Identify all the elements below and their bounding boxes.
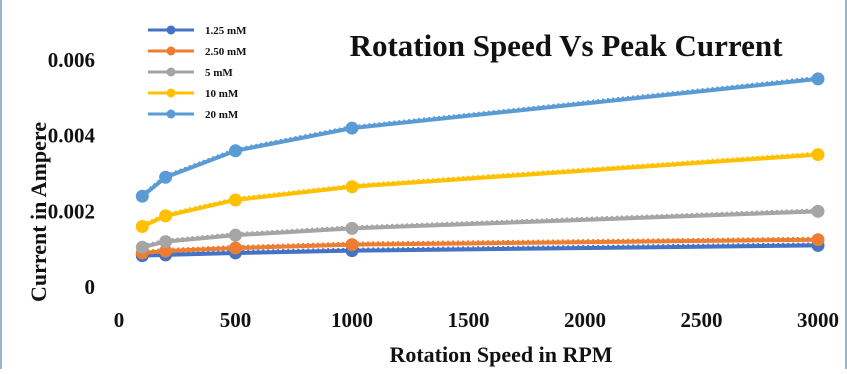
chart-title: Rotation Speed Vs Peak Current bbox=[350, 28, 784, 63]
legend-item: 10 mM bbox=[148, 88, 239, 100]
x-tick-label: 1500 bbox=[448, 308, 490, 332]
series-group bbox=[135, 148, 825, 233]
x-tick-label: 500 bbox=[220, 308, 252, 332]
legend-item: 20 mM bbox=[148, 109, 239, 121]
legend-item: 1.25 mM bbox=[148, 25, 247, 37]
data-point bbox=[159, 244, 173, 258]
legend-item: 2.50 mM bbox=[148, 46, 247, 58]
y-tick-label: 0 bbox=[85, 275, 96, 299]
legend-label: 10 mM bbox=[205, 88, 239, 100]
y-tick-label: 0.006 bbox=[48, 48, 95, 72]
y-tick-label: 0.004 bbox=[48, 124, 96, 148]
data-point bbox=[135, 219, 149, 233]
x-tick-label: 3000 bbox=[797, 308, 839, 332]
data-point bbox=[159, 170, 173, 184]
data-point bbox=[159, 209, 173, 223]
legend-swatch-marker bbox=[166, 25, 176, 35]
data-point bbox=[229, 228, 242, 242]
legend-label: 1.25 mM bbox=[205, 25, 247, 37]
legend-swatch-marker bbox=[166, 67, 176, 77]
x-axis-ticks: 0 500 1000 1500 2000 2500 3000 bbox=[114, 308, 839, 332]
legend-label: 2.50 mM bbox=[205, 46, 247, 58]
series-group bbox=[135, 72, 825, 203]
data-point bbox=[811, 233, 825, 247]
legend-label: 5 mM bbox=[205, 67, 233, 79]
data-point bbox=[811, 72, 825, 86]
legend-swatch-marker bbox=[166, 88, 176, 98]
data-point bbox=[229, 144, 242, 158]
data-point bbox=[345, 180, 359, 194]
y-axis-title: Current in Ampere bbox=[26, 122, 51, 302]
legend-swatch-marker bbox=[166, 109, 176, 119]
x-axis-title: Rotation Speed in RPM bbox=[389, 342, 612, 367]
legend-label: 20 mM bbox=[205, 109, 239, 121]
y-tick-label: 0.002 bbox=[48, 199, 95, 223]
data-point bbox=[229, 241, 242, 255]
data-point bbox=[811, 204, 825, 218]
data-point bbox=[345, 238, 359, 252]
legend-swatch-marker bbox=[166, 46, 176, 56]
data-point bbox=[159, 235, 173, 249]
series-group bbox=[135, 204, 825, 254]
data-point bbox=[345, 121, 359, 135]
data-point bbox=[229, 193, 242, 207]
legend: 1.25 mM 2.50 mM 5 mM 10 mM 20 mM bbox=[148, 25, 247, 121]
y-axis-ticks: 0 0.002 0.004 0.006 bbox=[48, 48, 96, 299]
legend-item: 5 mM bbox=[148, 67, 233, 79]
data-point bbox=[345, 221, 359, 235]
x-tick-label: 1000 bbox=[331, 308, 373, 332]
x-tick-label: 2500 bbox=[681, 308, 723, 332]
series-layer bbox=[135, 72, 825, 263]
data-point bbox=[135, 189, 149, 203]
data-point bbox=[811, 148, 825, 162]
x-tick-label: 2000 bbox=[564, 308, 606, 332]
x-tick-label: 0 bbox=[114, 308, 125, 332]
data-point bbox=[135, 240, 149, 254]
